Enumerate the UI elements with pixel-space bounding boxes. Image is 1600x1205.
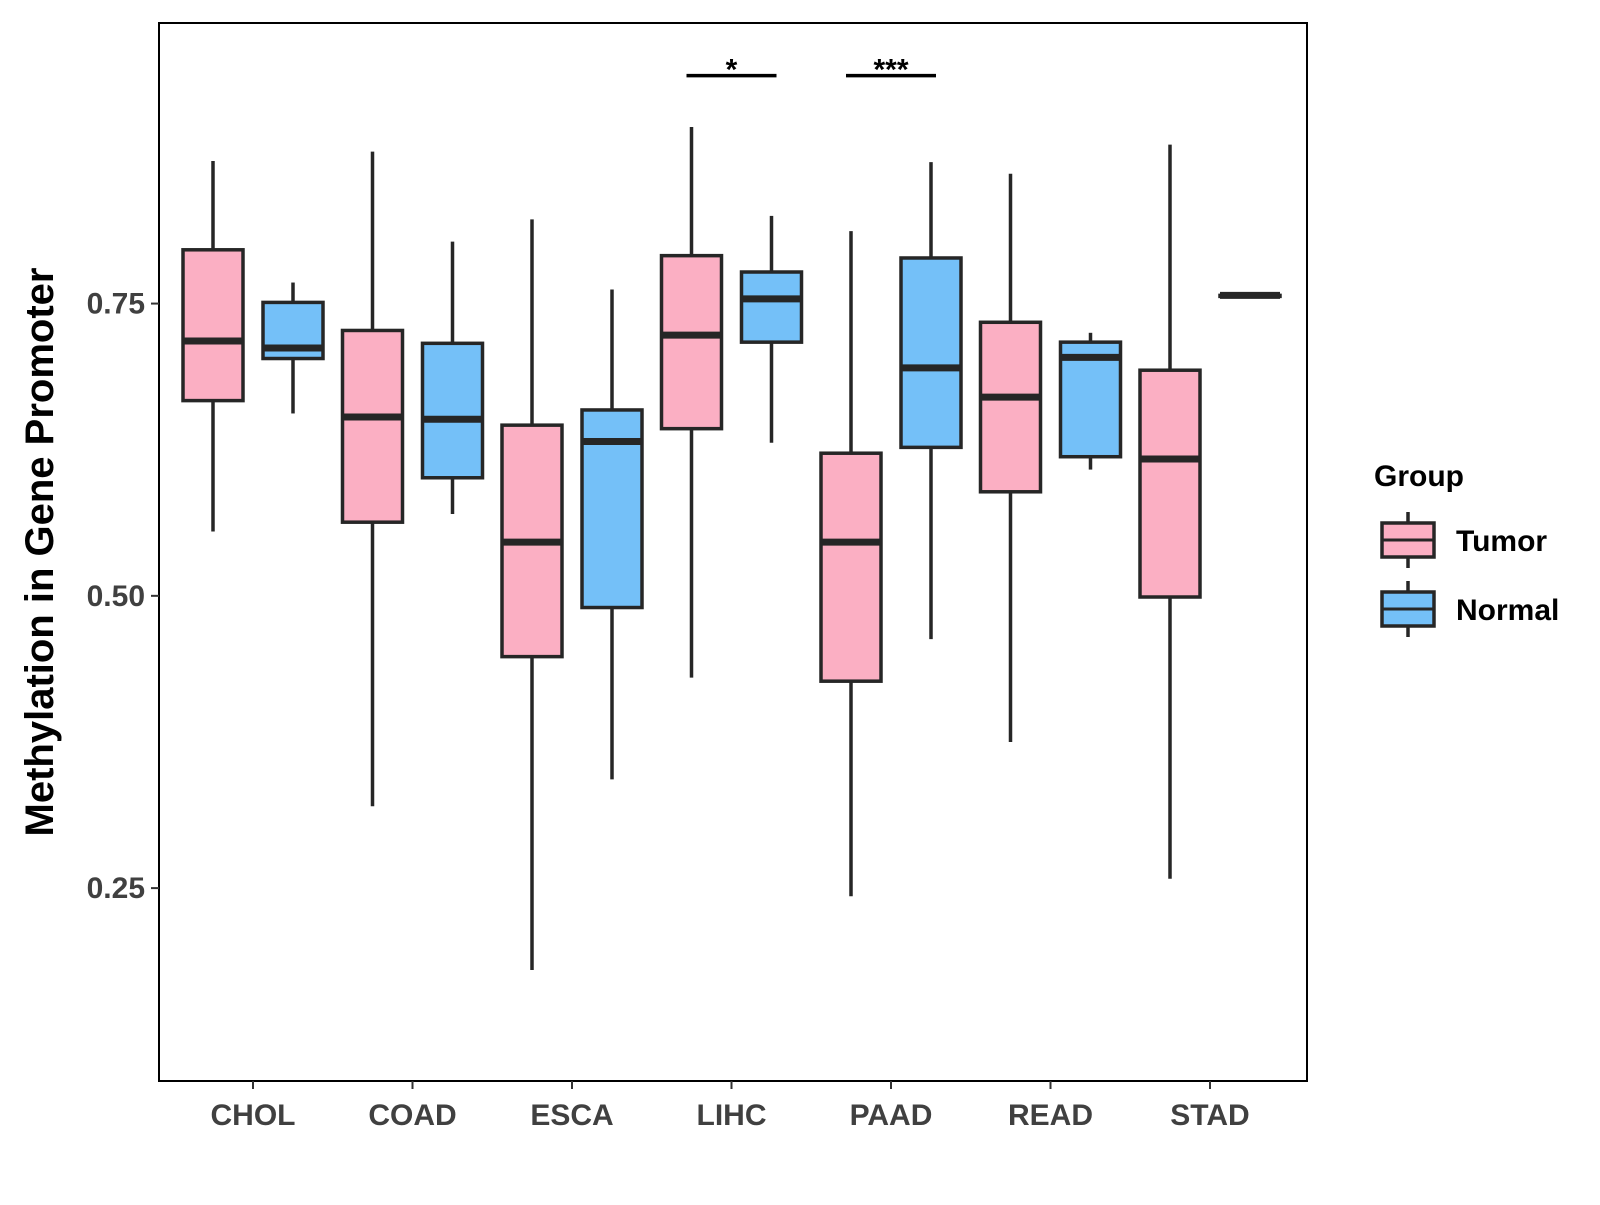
x-tick-label-chol: CHOL [211,1099,296,1132]
box-body [739,270,804,344]
box-tumor-chol [181,160,245,532]
box-normal-chol [261,282,325,414]
x-tick-label-stad: STAD [1170,1099,1249,1132]
legend-title: Group [1374,460,1464,493]
box-body [819,451,883,683]
box-body [340,328,405,524]
legend-label-tumor: Tumor [1456,525,1547,558]
significance-label-lihc: * [726,54,738,87]
box-body [420,341,485,480]
y-tick-label: 0.25 [87,872,145,905]
box-body [659,253,724,431]
y-axis-label: Methylation in Gene Promoter [18,268,62,837]
x-tick-label-paad: PAAD [850,1099,933,1132]
box-body [978,320,1043,494]
legend: Group Tumor Normal [1374,460,1559,637]
box-normal-read [1058,332,1123,470]
x-tick-label-lihc: LIHC [697,1099,767,1132]
box-body [899,256,963,450]
box-tumor-read [978,173,1043,742]
x-tick-label-esca: ESCA [530,1099,613,1132]
box-normal-paad [899,162,963,640]
significance-label-paad: *** [873,54,908,87]
box-tumor-coad [340,151,405,807]
box-tumor-esca [500,219,564,970]
boxes [181,127,1282,970]
legend-item-normal: Normal [1380,581,1559,637]
x-axis: CHOL COAD ESCA LIHC PAAD READ STAD [211,1081,1250,1132]
x-tick-label-coad: COAD [368,1099,456,1132]
panel-border [158,22,1308,1082]
box-normal-lihc [739,215,804,443]
significance-annotations: * *** [686,54,936,87]
x-tick-label-read: READ [1008,1099,1093,1132]
legend-label-normal: Normal [1456,594,1559,627]
y-axis: 0.25 0.50 0.75 [87,288,159,905]
y-tick-label: 0.75 [87,288,145,321]
box-body [1138,368,1202,599]
legend-item-tumor: Tumor [1380,512,1547,568]
box-body [1058,340,1123,459]
box-tumor-paad [819,231,883,897]
box-tumor-stad [1138,144,1202,879]
box-normal-stad [1218,291,1282,299]
box-normal-coad [420,241,485,515]
box-body [181,248,245,403]
box-normal-esca [580,289,644,780]
y-tick-label: 0.50 [87,580,145,613]
box-tumor-lihc [659,127,724,678]
